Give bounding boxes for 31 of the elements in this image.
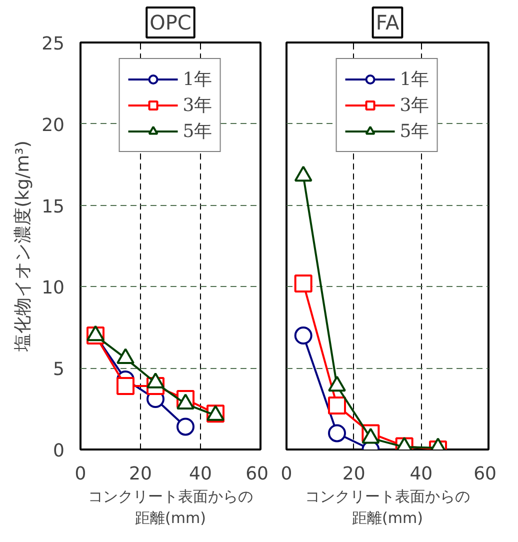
point: [176, 418, 194, 436]
y-tick-label: 5: [53, 359, 64, 380]
legend-label: 1年: [182, 68, 212, 91]
chart-title: OPC: [150, 10, 192, 34]
x-tick-label: 0: [280, 464, 292, 484]
x-tick-label: 40: [410, 464, 433, 484]
chart-title: FA: [376, 10, 400, 34]
y-tick-label: 15: [42, 196, 64, 218]
x-tick-label: 60: [474, 464, 496, 484]
y-tick-label: 10: [42, 278, 64, 299]
y-axis-title: 塩化物イオン濃度(kg/m³): [12, 140, 34, 352]
y-tick-label: 0: [53, 440, 64, 462]
x-tick-label: 60: [246, 464, 268, 484]
legend-label: 1年: [400, 68, 430, 91]
point: [294, 326, 312, 345]
x-axis-title: コンクリート表面からの距離(mm): [88, 488, 253, 528]
point: [328, 376, 346, 392]
legend-label: 5年: [400, 120, 430, 143]
x-tick-label: 40: [189, 464, 212, 484]
point: [294, 274, 312, 292]
x-tick-label: 20: [129, 464, 152, 484]
x-tick-label: 0: [74, 464, 86, 484]
x-axis-title: コンクリート表面からの距離(mm): [305, 488, 470, 528]
point: [362, 428, 380, 444]
y-tick-label: 20: [42, 114, 64, 136]
x-tick-label: 20: [342, 464, 366, 484]
legend-label: 3年: [182, 94, 212, 117]
legend-label: 5年: [182, 120, 212, 143]
point: [116, 377, 134, 396]
legend-label: 3年: [400, 94, 430, 117]
y-tick-label: 25: [42, 34, 64, 54]
